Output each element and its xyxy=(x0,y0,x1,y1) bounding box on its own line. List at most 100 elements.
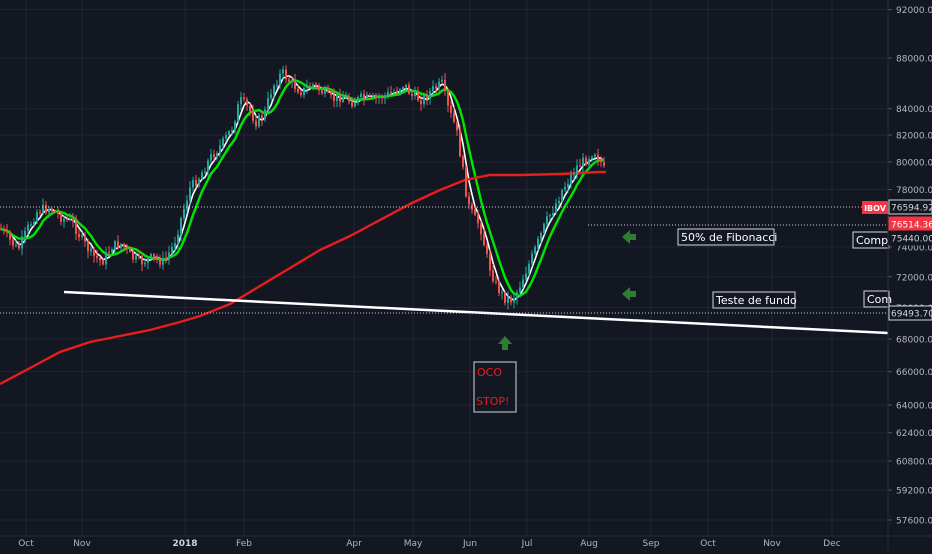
candle-body xyxy=(342,97,344,102)
candle xyxy=(588,156,590,170)
candle-body xyxy=(594,154,596,157)
candle xyxy=(177,229,179,250)
candle xyxy=(189,181,191,206)
candle-body xyxy=(579,165,581,167)
candle-body xyxy=(57,211,59,214)
ma-fast-line xyxy=(0,75,605,302)
candle xyxy=(246,96,248,111)
price-tag-label: 69493.70 xyxy=(891,310,932,320)
candle xyxy=(456,120,458,136)
candle-body xyxy=(597,154,599,161)
candle xyxy=(63,215,65,228)
candle-body xyxy=(273,85,275,95)
candle xyxy=(411,90,413,101)
candle xyxy=(186,194,188,213)
candle-body xyxy=(219,145,221,154)
candle-body xyxy=(228,131,230,136)
candle xyxy=(306,79,308,94)
candle xyxy=(510,294,512,306)
candle xyxy=(414,86,416,100)
candle-body xyxy=(240,97,242,105)
candle xyxy=(84,231,86,247)
candle-body xyxy=(360,93,362,98)
candle-body xyxy=(591,156,593,160)
candle-body xyxy=(492,270,494,282)
candle-body xyxy=(474,209,476,216)
candle-body xyxy=(144,262,146,265)
candle-body xyxy=(171,246,173,253)
candle xyxy=(231,126,233,136)
candle-body xyxy=(507,297,509,303)
candle-body xyxy=(468,196,470,205)
annotation-text: Com xyxy=(867,293,892,306)
candle xyxy=(573,167,575,181)
candle xyxy=(561,188,563,203)
candle xyxy=(549,213,551,221)
candle-body xyxy=(186,200,188,209)
candle-body xyxy=(489,253,491,271)
candle-body xyxy=(33,222,35,225)
candle xyxy=(210,148,212,164)
candle xyxy=(570,169,572,189)
candle-body xyxy=(117,241,119,249)
candle xyxy=(300,89,302,98)
candle-body xyxy=(525,273,527,280)
candle-body xyxy=(423,95,425,105)
candle-body xyxy=(327,89,329,92)
x-tick-label: Nov xyxy=(73,539,91,549)
candle xyxy=(537,236,539,251)
candle-body xyxy=(156,256,158,260)
candle-body xyxy=(264,109,266,119)
candle xyxy=(465,165,467,198)
candle xyxy=(399,87,401,97)
candle-body xyxy=(561,189,563,201)
candle-body xyxy=(309,86,311,88)
candle xyxy=(153,253,155,262)
candle xyxy=(444,73,446,96)
candle xyxy=(195,174,197,188)
candle xyxy=(318,82,320,95)
candle-body xyxy=(534,246,536,254)
candle xyxy=(291,77,293,89)
candle-body xyxy=(546,216,548,224)
candle-body xyxy=(441,79,443,82)
candle xyxy=(219,139,221,158)
candle-body xyxy=(237,104,239,122)
candle xyxy=(303,86,305,99)
candle-body xyxy=(258,115,260,127)
candle xyxy=(144,258,146,267)
candle xyxy=(15,239,17,248)
candle-body xyxy=(150,254,152,259)
candle xyxy=(243,93,245,102)
candle xyxy=(12,238,14,250)
candle-body xyxy=(21,236,23,249)
ma-slow-line xyxy=(0,170,606,386)
y-tick-label: 88000.00 xyxy=(896,55,932,65)
candle xyxy=(390,85,392,95)
candle-body xyxy=(279,73,281,85)
candle-body xyxy=(102,260,104,265)
candle-body xyxy=(27,224,29,231)
candle-body xyxy=(69,218,71,220)
candle-body xyxy=(366,94,368,99)
y-tick-label: 64000.00 xyxy=(896,402,932,412)
candle xyxy=(282,66,284,80)
candle-body xyxy=(363,93,365,99)
y-tick-label: 66000.00 xyxy=(896,368,932,378)
candle-body xyxy=(213,154,215,158)
candle xyxy=(393,88,395,96)
annotation-text: Teste de fundo xyxy=(715,294,797,307)
candle-body xyxy=(339,94,341,102)
candle xyxy=(297,85,299,94)
candle xyxy=(45,201,47,215)
candle xyxy=(108,245,110,255)
candle xyxy=(204,167,206,174)
candle-body xyxy=(375,95,377,98)
x-tick-label: 2018 xyxy=(172,539,197,549)
candle xyxy=(18,241,20,251)
candle-body xyxy=(0,228,2,230)
candle-body xyxy=(564,186,566,190)
candle-body xyxy=(147,258,149,263)
y-tick-label: 80000.00 xyxy=(896,158,932,168)
